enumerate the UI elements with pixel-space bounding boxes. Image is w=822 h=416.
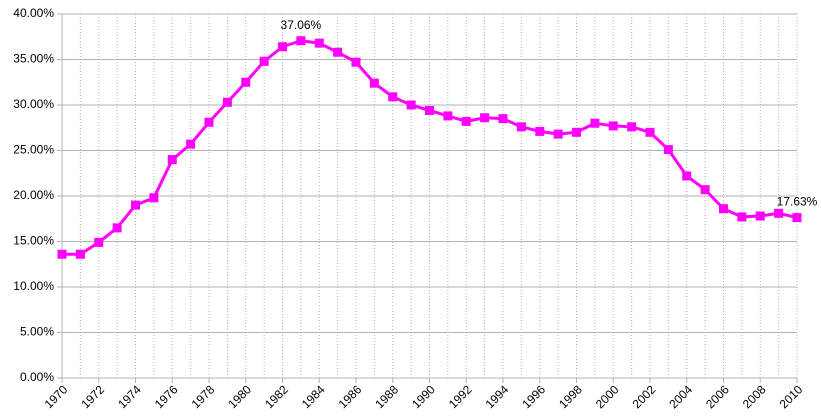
marker [57, 249, 67, 259]
y-tick-label: 0.00% [20, 370, 54, 384]
x-tick-label: 2000 [593, 382, 622, 411]
marker [627, 122, 637, 132]
marker [737, 212, 747, 222]
marker [314, 38, 324, 48]
y-tick-label: 10.00% [13, 279, 54, 293]
x-tick-label: 2002 [630, 382, 659, 411]
x-tick-label: 2006 [703, 382, 732, 411]
y-tick-label: 20.00% [13, 188, 54, 202]
x-tick-label: 1976 [152, 382, 181, 411]
marker [296, 36, 306, 46]
marker [719, 204, 728, 214]
x-tick-label: 1996 [519, 382, 548, 411]
y-tick-label: 30.00% [13, 97, 54, 111]
data-label: 17.63% [777, 195, 818, 209]
x-tick-label: 1998 [556, 382, 585, 411]
x-tick-label: 1970 [42, 382, 71, 411]
x-tick-label: 1986 [336, 382, 365, 411]
x-tick-label: 1980 [225, 382, 254, 411]
marker [94, 237, 104, 247]
x-tick-label: 1988 [372, 382, 401, 411]
marker [112, 223, 122, 233]
y-tick-label: 40.00% [13, 6, 54, 20]
x-tick-label: 1984 [299, 382, 328, 411]
marker [590, 118, 600, 128]
y-tick-label: 15.00% [13, 234, 54, 248]
marker [369, 78, 379, 88]
x-tick-label: 1990 [409, 382, 438, 411]
marker [480, 113, 490, 123]
marker [333, 47, 343, 57]
marker [443, 111, 453, 121]
marker [259, 56, 269, 66]
x-tick-label: 1978 [189, 382, 218, 411]
marker [553, 129, 563, 139]
y-tick-label: 5.00% [20, 325, 54, 339]
data-label: 37.06% [281, 18, 322, 32]
marker [75, 249, 85, 259]
x-tick-label: 1982 [262, 382, 291, 411]
marker [204, 117, 214, 127]
x-tick-label: 1994 [483, 382, 512, 411]
x-tick-label: 1992 [446, 382, 475, 411]
marker [149, 193, 159, 203]
marker [516, 122, 526, 132]
y-tick-label: 25.00% [13, 143, 54, 157]
marker [222, 97, 232, 107]
marker [388, 92, 398, 102]
x-tick-label: 2010 [777, 382, 806, 411]
x-tick-label: 1974 [115, 382, 144, 411]
marker [663, 145, 673, 155]
marker [131, 200, 140, 210]
x-tick-label: 2004 [666, 382, 695, 411]
marker [755, 211, 765, 221]
marker [700, 185, 710, 195]
marker [535, 126, 545, 136]
x-tick-label: 1972 [78, 382, 107, 411]
marker [406, 100, 416, 110]
marker [167, 155, 177, 165]
marker [792, 213, 802, 223]
marker [608, 121, 618, 131]
marker [425, 105, 434, 115]
marker [241, 77, 251, 87]
marker [774, 208, 784, 218]
marker [682, 171, 692, 181]
x-tick-label: 2008 [740, 382, 769, 411]
marker [351, 57, 361, 67]
marker [572, 127, 581, 137]
marker [461, 116, 471, 126]
y-tick-label: 35.00% [13, 52, 54, 66]
series-line [62, 39, 798, 256]
marker [498, 114, 508, 124]
marker [278, 42, 287, 52]
marker [645, 127, 655, 137]
marker [186, 139, 196, 149]
